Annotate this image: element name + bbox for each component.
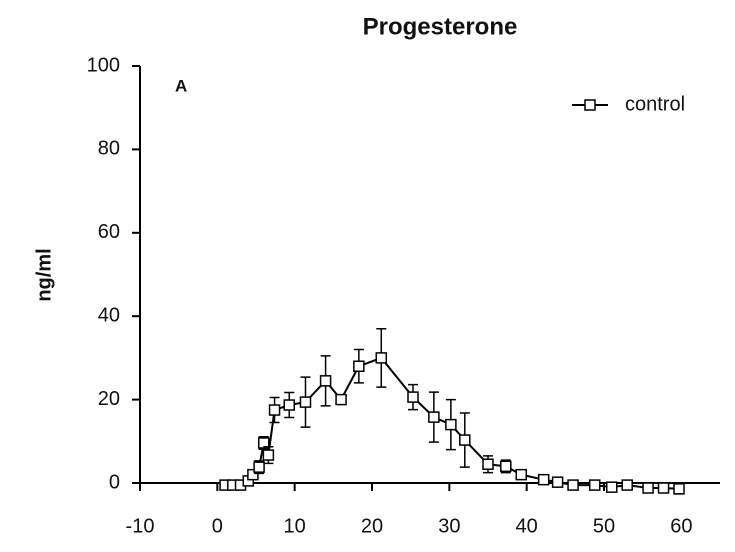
marker bbox=[657, 482, 670, 494]
x-tick-label: 10 bbox=[284, 515, 306, 537]
marker bbox=[353, 360, 365, 372]
marker bbox=[428, 411, 440, 423]
marker bbox=[257, 437, 270, 449]
marker bbox=[262, 449, 275, 461]
y-tick-label: 100 bbox=[87, 54, 120, 76]
x-tick-label: 50 bbox=[593, 515, 615, 537]
marker bbox=[642, 482, 654, 494]
y-tick-label: 40 bbox=[98, 304, 120, 326]
marker bbox=[319, 375, 332, 387]
legend-marker bbox=[584, 99, 596, 111]
y-axis-label: ng/ml bbox=[33, 248, 55, 301]
legend-label: control bbox=[625, 93, 685, 115]
marker bbox=[459, 434, 471, 446]
marker bbox=[515, 468, 528, 481]
marker bbox=[551, 476, 564, 488]
marker bbox=[588, 479, 601, 491]
marker bbox=[482, 458, 494, 470]
x-tick-label: 0 bbox=[212, 515, 223, 537]
marker bbox=[247, 468, 259, 481]
marker bbox=[283, 399, 296, 411]
y-tick-label: 80 bbox=[98, 138, 120, 160]
x-tick-label: 20 bbox=[361, 515, 383, 537]
marker bbox=[335, 393, 347, 406]
y-tick-label: 20 bbox=[98, 388, 120, 410]
x-tick-label: 40 bbox=[516, 515, 538, 537]
x-tick-label: 30 bbox=[438, 515, 460, 537]
x-tick-label: -10 bbox=[126, 515, 155, 537]
y-tick-label: 60 bbox=[98, 221, 120, 243]
marker bbox=[605, 481, 618, 493]
marker bbox=[537, 473, 550, 486]
marker bbox=[253, 461, 265, 473]
marker bbox=[268, 404, 281, 416]
marker bbox=[407, 391, 419, 403]
x-tick-label: 60 bbox=[670, 515, 692, 537]
marker bbox=[500, 460, 512, 473]
y-tick-label: 0 bbox=[109, 471, 120, 493]
marker bbox=[445, 418, 457, 431]
chart-title: Progesterone bbox=[363, 13, 518, 40]
marker bbox=[375, 352, 388, 364]
marker bbox=[621, 479, 633, 491]
marker bbox=[567, 479, 579, 491]
marker bbox=[673, 483, 685, 495]
marker bbox=[299, 396, 312, 408]
panel-label: A bbox=[175, 76, 187, 95]
